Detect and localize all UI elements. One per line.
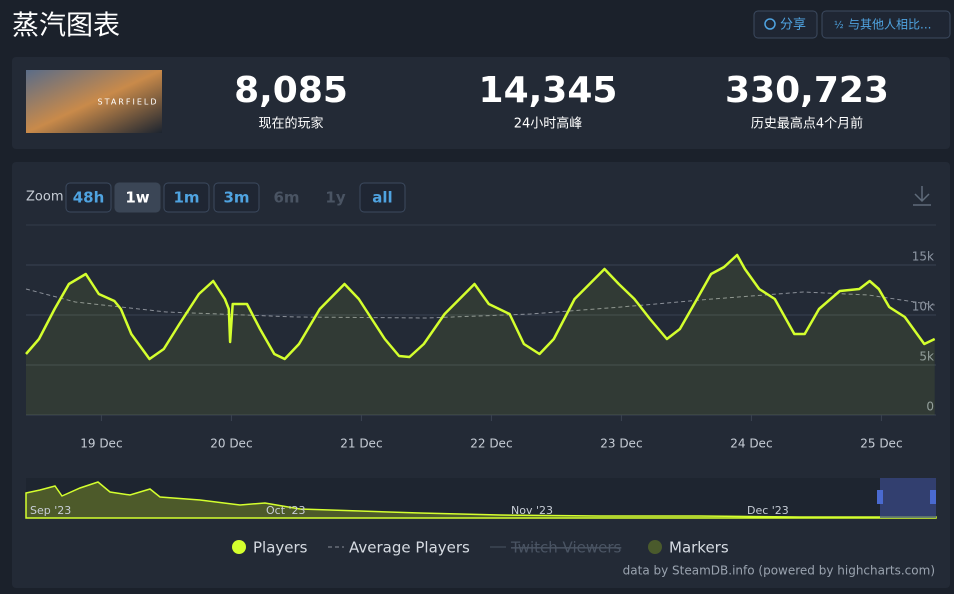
- stat-value: 8,085: [234, 70, 348, 111]
- x-tick-label: 20 Dec: [210, 437, 252, 451]
- navigator-label: Sep '23: [30, 504, 71, 517]
- zoom-button-label[interactable]: 3m: [223, 189, 249, 207]
- zoom-button[interactable]: [65, 182, 112, 213]
- x-tick-label: 23 Dec: [600, 437, 642, 451]
- page-title: 蒸汽图表: [12, 11, 120, 42]
- series-line: [25, 253, 936, 361]
- series-line: [25, 288, 935, 319]
- download-icon[interactable]: [913, 186, 931, 206]
- x-tick-label: 24 Dec: [730, 437, 772, 451]
- zoom-button-label: 1y: [325, 189, 345, 207]
- navigator-label: Oct '23: [266, 504, 306, 517]
- share-button[interactable]: [753, 10, 818, 39]
- navigator-handle[interactable]: [930, 490, 936, 504]
- stat-label: 历史最高点4个月前: [751, 116, 863, 132]
- navigator-label: Nov '23: [511, 504, 553, 517]
- share-icon: [764, 18, 776, 30]
- zoom-button[interactable]: [114, 182, 161, 213]
- y-tick-label: 0: [926, 400, 934, 414]
- zoom-button-label[interactable]: 48h: [73, 189, 105, 207]
- compare-label[interactable]: 与其他人相比...: [848, 18, 931, 32]
- zoom-button[interactable]: [359, 182, 406, 213]
- legend-label[interactable]: Twitch Viewers: [510, 539, 622, 557]
- x-tick-label: 19 Dec: [80, 437, 122, 451]
- x-tick-label: 25 Dec: [860, 437, 902, 451]
- game-image: [26, 70, 162, 133]
- y-tick-label: 15k: [912, 250, 934, 264]
- zoom-button-label[interactable]: 1m: [173, 189, 199, 207]
- y-tick-label: 10k: [912, 300, 934, 314]
- compare-icon: ½: [834, 19, 844, 31]
- zoom-button-label[interactable]: all: [372, 189, 392, 207]
- credits: data by SteamDB.info (powered by highcha…: [623, 564, 935, 578]
- navigator-handle[interactable]: [877, 490, 883, 504]
- game-image-text: STARFIELD: [97, 98, 158, 107]
- stat-label: 24小时高峰: [514, 116, 583, 132]
- x-tick-label: 22 Dec: [470, 437, 512, 451]
- zoom-button[interactable]: [163, 182, 210, 213]
- stats-panel: [12, 57, 950, 149]
- legend-symbol[interactable]: [232, 540, 246, 554]
- legend-symbol[interactable]: [648, 540, 662, 554]
- stat-value: 330,723: [725, 70, 889, 111]
- x-tick-label: 21 Dec: [340, 437, 382, 451]
- y-tick-label: 5k: [919, 350, 934, 364]
- series-area: [26, 255, 935, 415]
- zoom-button[interactable]: [213, 182, 260, 213]
- legend-label[interactable]: Markers: [669, 539, 729, 557]
- compare-button[interactable]: [821, 10, 951, 39]
- stat-label: 现在的玩家: [258, 116, 323, 132]
- stat-value: 14,345: [479, 70, 618, 111]
- navigator-selection[interactable]: [880, 478, 936, 518]
- legend-label[interactable]: Average Players: [349, 539, 470, 557]
- zoom-button-label[interactable]: 1w: [125, 189, 149, 207]
- navigator-label: Dec '23: [747, 504, 789, 517]
- legend-label[interactable]: Players: [253, 539, 308, 557]
- share-label[interactable]: 分享: [780, 17, 806, 33]
- zoom-label: Zoom: [26, 190, 63, 205]
- zoom-button-label: 6m: [273, 189, 299, 207]
